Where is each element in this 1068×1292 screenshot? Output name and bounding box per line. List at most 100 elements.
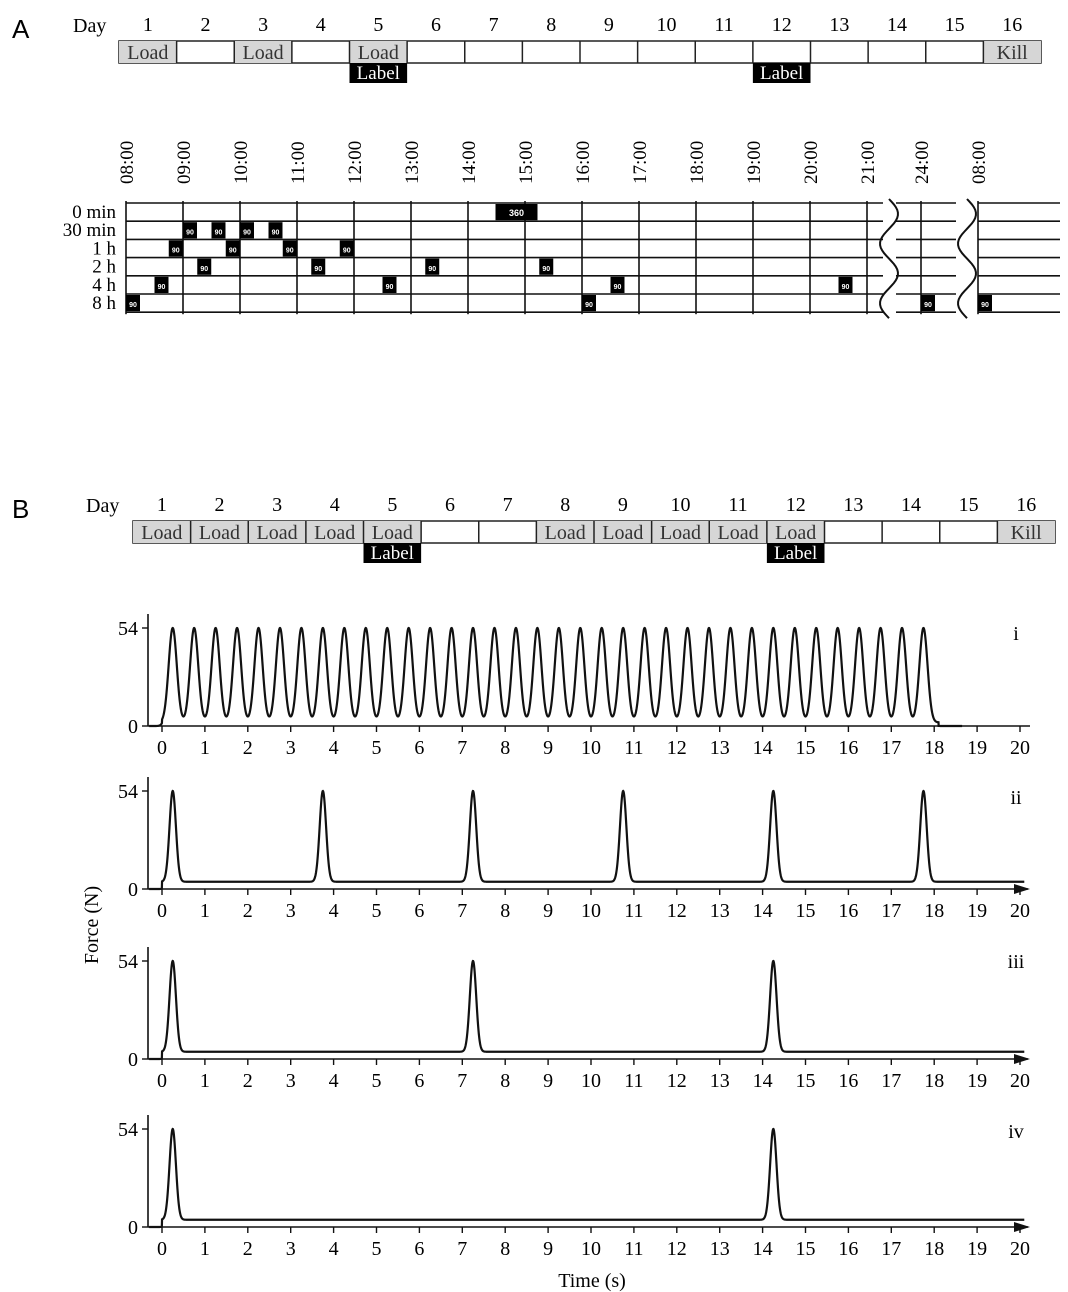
session-block-label: 90 bbox=[614, 284, 622, 291]
force-trace bbox=[149, 789, 1025, 891]
x-tick-label: 20 bbox=[1010, 737, 1030, 759]
x-tick-label: 5 bbox=[372, 1070, 382, 1092]
session-block-label: 360 bbox=[509, 208, 524, 218]
row-label: 2 h bbox=[92, 257, 116, 278]
x-tick-label: 18 bbox=[924, 1238, 944, 1260]
session-block bbox=[311, 258, 326, 275]
day-number: 2 bbox=[200, 14, 210, 36]
x-tick-label: 6 bbox=[414, 900, 424, 922]
day-cell-fill bbox=[305, 521, 364, 543]
chart-panel-tag: ii bbox=[1010, 787, 1022, 809]
x-tick-label: 20 bbox=[1010, 900, 1030, 922]
x-tick-label: 13 bbox=[710, 737, 730, 759]
row-label: 30 min bbox=[63, 220, 117, 241]
day-number: 3 bbox=[258, 14, 268, 36]
panel-a: A Day 1 2 3 4 5 6 7 8 9 10 11 12 13 14 15 16 Load Load Lo… bbox=[12, 14, 1060, 319]
day-number: 2 bbox=[214, 494, 224, 516]
x-tick-label: 14 bbox=[753, 900, 773, 922]
panel-a-letter: A bbox=[12, 14, 30, 44]
x-tick-label: 0 bbox=[157, 737, 167, 759]
x-tick-label: 8 bbox=[500, 1238, 510, 1260]
force-trace bbox=[149, 1127, 1025, 1229]
day-number: 9 bbox=[618, 494, 628, 516]
session-block bbox=[183, 222, 197, 239]
x-tick-label: 18 bbox=[924, 900, 944, 922]
x-tick-label: 12 bbox=[667, 900, 687, 922]
time-label: 17:00 bbox=[630, 141, 651, 184]
day-number: 6 bbox=[431, 14, 441, 36]
label-text: Label bbox=[357, 63, 400, 84]
panel-a-day-numbers: 1 2 3 4 5 6 7 8 9 10 11 12 13 14 15 16 bbox=[143, 14, 1022, 36]
session-block bbox=[495, 204, 538, 221]
session-block bbox=[582, 295, 596, 312]
x-tick-label: 11 bbox=[624, 1070, 643, 1092]
session-block-label: 90 bbox=[215, 229, 223, 236]
x-tick-label: 3 bbox=[286, 1070, 296, 1092]
x-tick-label: 19 bbox=[967, 737, 987, 759]
x-tick-label: 13 bbox=[710, 1070, 730, 1092]
x-tick-label: 18 bbox=[924, 737, 944, 759]
time-label: 10:00 bbox=[231, 141, 252, 184]
session-block bbox=[610, 276, 625, 293]
session-block-label: 90 bbox=[842, 284, 850, 291]
panel-b-day-numbers: 1 2 3 4 5 6 7 8 9 10 11 12 13 14 15 16 bbox=[157, 494, 1036, 516]
x-tick-label: 1 bbox=[200, 1238, 210, 1260]
time-label: 09:00 bbox=[174, 141, 195, 184]
x-tick-label: 11 bbox=[624, 900, 643, 922]
session-block-label: 90 bbox=[386, 284, 394, 291]
day-number: 11 bbox=[714, 14, 733, 36]
x-tick-label: 16 bbox=[838, 1070, 858, 1092]
row-label: 1 h bbox=[92, 238, 116, 259]
panel-a-schedule-grid bbox=[125, 198, 1060, 319]
x-tick-label: 2 bbox=[243, 900, 253, 922]
session-block bbox=[240, 222, 254, 239]
day-cell-text: Load bbox=[372, 522, 413, 544]
x-tick-label: 15 bbox=[796, 1238, 816, 1260]
session-block bbox=[382, 276, 397, 293]
day-cell-fill bbox=[133, 521, 191, 543]
session-block-label: 90 bbox=[542, 266, 550, 273]
x-tick-label: 7 bbox=[457, 1238, 467, 1260]
x-tick-label: 9 bbox=[543, 1070, 553, 1092]
day-cell-text: Load bbox=[660, 522, 701, 544]
session-block bbox=[539, 258, 554, 275]
session-block-label: 90 bbox=[272, 229, 280, 236]
y-tick-label: 0 bbox=[128, 879, 138, 901]
x-tick-label: 0 bbox=[157, 1070, 167, 1092]
x-tick-label: 14 bbox=[753, 1238, 773, 1260]
session-block bbox=[978, 295, 992, 312]
x-tick-label: 12 bbox=[667, 1238, 687, 1260]
x-tick-label: 4 bbox=[329, 900, 339, 922]
x-tick-label: 16 bbox=[838, 1238, 858, 1260]
day-cell-text: Load bbox=[141, 522, 182, 544]
day-number: 15 bbox=[945, 14, 965, 36]
session-block-label: 90 bbox=[129, 302, 137, 309]
x-tick-label: 16 bbox=[838, 737, 858, 759]
day-cell-text: Load bbox=[314, 522, 355, 544]
day-cell-text: Load bbox=[358, 42, 399, 64]
session-block bbox=[339, 240, 354, 257]
x-tick-label: 9 bbox=[543, 1238, 553, 1260]
panel-a-day-label: Day bbox=[73, 15, 106, 37]
axis-break-marker bbox=[957, 198, 977, 319]
day-cell-fill bbox=[234, 41, 292, 63]
panel-a-day-strip: Load Load Load Kill Label Label bbox=[118, 40, 1042, 84]
day-number: 13 bbox=[829, 14, 849, 36]
day-number: 1 bbox=[143, 14, 153, 36]
session-block bbox=[838, 276, 853, 293]
x-tick-label: 17 bbox=[881, 900, 901, 922]
day-cell-fill bbox=[709, 521, 767, 543]
label-text: Label bbox=[371, 543, 414, 564]
session-block bbox=[268, 222, 283, 239]
x-tick-label: 10 bbox=[581, 900, 601, 922]
x-tick-label: 11 bbox=[624, 1238, 643, 1260]
x-tick-label: 2 bbox=[243, 737, 253, 759]
panel-b-day-strip: Load Load Load Load Load Load Load Load Load Load… bbox=[132, 520, 1056, 564]
x-tick-label: 1 bbox=[200, 1070, 210, 1092]
session-block-label: 90 bbox=[158, 284, 166, 291]
label-box bbox=[349, 63, 408, 83]
x-tick-label: 14 bbox=[753, 737, 773, 759]
